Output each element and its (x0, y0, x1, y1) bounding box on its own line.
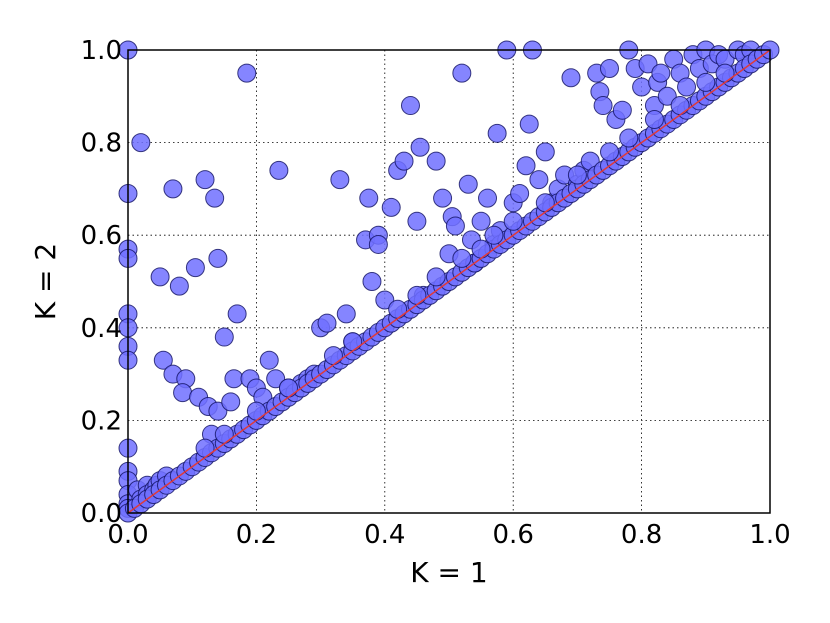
y-tick-label: 0.8 (81, 129, 122, 159)
scatter-points (118, 40, 780, 523)
scatter-point (715, 63, 735, 83)
scatter-point (510, 184, 530, 204)
scatter-point (195, 170, 215, 190)
scatter-point (519, 114, 539, 134)
y-tick-label: 1.0 (81, 36, 122, 66)
scatter-point (163, 179, 183, 199)
scatter-point (214, 424, 234, 444)
scatter-point (478, 188, 498, 208)
y-tick-label: 0.4 (81, 314, 122, 344)
scatter-point (131, 133, 151, 153)
scatter-point (503, 211, 523, 231)
scatter-point (657, 86, 677, 106)
scatter-point (600, 142, 619, 162)
scatter-point (529, 170, 549, 190)
scatter-point (487, 123, 507, 143)
scatter-point (426, 151, 446, 171)
scatter-point (169, 276, 189, 296)
y-tick-label: 0.0 (81, 499, 122, 529)
scatter-point (458, 174, 478, 194)
scatter-point (445, 216, 465, 236)
x-tick-label: 0.6 (493, 520, 534, 550)
scatter-point (153, 350, 173, 370)
scatter-point (561, 68, 581, 88)
x-tick-label: 0.8 (621, 520, 662, 550)
scatter-point (407, 211, 427, 231)
scatter-point (323, 346, 343, 366)
scatter-point (644, 109, 664, 129)
scatter-point (279, 378, 298, 398)
scatter-point (359, 188, 379, 208)
scatter-point (619, 128, 639, 148)
scatter-point (221, 392, 241, 412)
y-tick-label: 0.2 (81, 406, 122, 436)
scatter-point (632, 77, 652, 97)
scatter-point (612, 100, 632, 120)
scatter-point (388, 299, 408, 319)
y-tick-label: 0.6 (81, 221, 122, 251)
plot-frame (127, 49, 771, 514)
scatter-point (407, 285, 427, 305)
x-tick-label: 1.0 (749, 520, 790, 550)
scatter-point (205, 188, 225, 208)
scatter-point (259, 350, 279, 370)
scatter-point (535, 142, 555, 162)
x-tick-labels: 0.0 0.2 0.4 0.6 0.8 1.0 (107, 520, 790, 550)
x-tick-label: 0.0 (107, 520, 148, 550)
scatter-point (208, 401, 228, 421)
scatter-point (471, 239, 491, 259)
scatter-point (150, 267, 170, 287)
y-tick-labels: 0.0 0.2 0.4 0.6 0.8 1.0 (81, 36, 122, 529)
scatter-point (269, 160, 289, 180)
scatter-point (593, 96, 613, 116)
scatter-point (362, 272, 382, 291)
scatter-point (195, 438, 215, 458)
scatter-point (343, 332, 363, 352)
scatter-point (173, 383, 193, 403)
scatter-point (651, 63, 671, 83)
scatter-point (317, 313, 337, 333)
scatter-point (452, 63, 472, 83)
scatter-point (246, 401, 266, 421)
scatter-point (185, 258, 205, 278)
scatter-point (336, 304, 356, 324)
scatter-point (535, 193, 555, 213)
scatter-point (266, 369, 286, 389)
scatter-point (638, 54, 658, 74)
scatter-point (516, 156, 536, 176)
scatter-point (227, 304, 247, 324)
scatter-point (670, 96, 690, 116)
y-axis-label: K = 2 (29, 243, 62, 320)
scatter-point (696, 72, 716, 92)
x-axis-label: K = 1 (410, 556, 487, 589)
scatter-point (394, 151, 414, 171)
scatter-point (368, 234, 388, 254)
scatter-point (214, 327, 234, 347)
scatter-point (237, 63, 257, 83)
scatter-point (484, 225, 504, 245)
scatter-point (600, 59, 619, 79)
scatter-point (400, 96, 420, 116)
scatter-point (224, 369, 244, 389)
scatter-point (330, 170, 350, 190)
scatter-point (471, 211, 491, 231)
scatter-point (567, 165, 587, 185)
scatter-point (381, 197, 401, 217)
x-tick-label: 0.4 (364, 520, 405, 550)
scatter-point (426, 267, 446, 287)
x-tick-label: 0.2 (236, 520, 277, 550)
scatter-point (208, 248, 228, 268)
scatter-point (410, 137, 430, 157)
scatter-point (677, 77, 697, 97)
scatter-point (452, 248, 472, 268)
scatter-point (375, 290, 395, 310)
scatter-point (433, 188, 453, 208)
identity-line (127, 49, 771, 514)
